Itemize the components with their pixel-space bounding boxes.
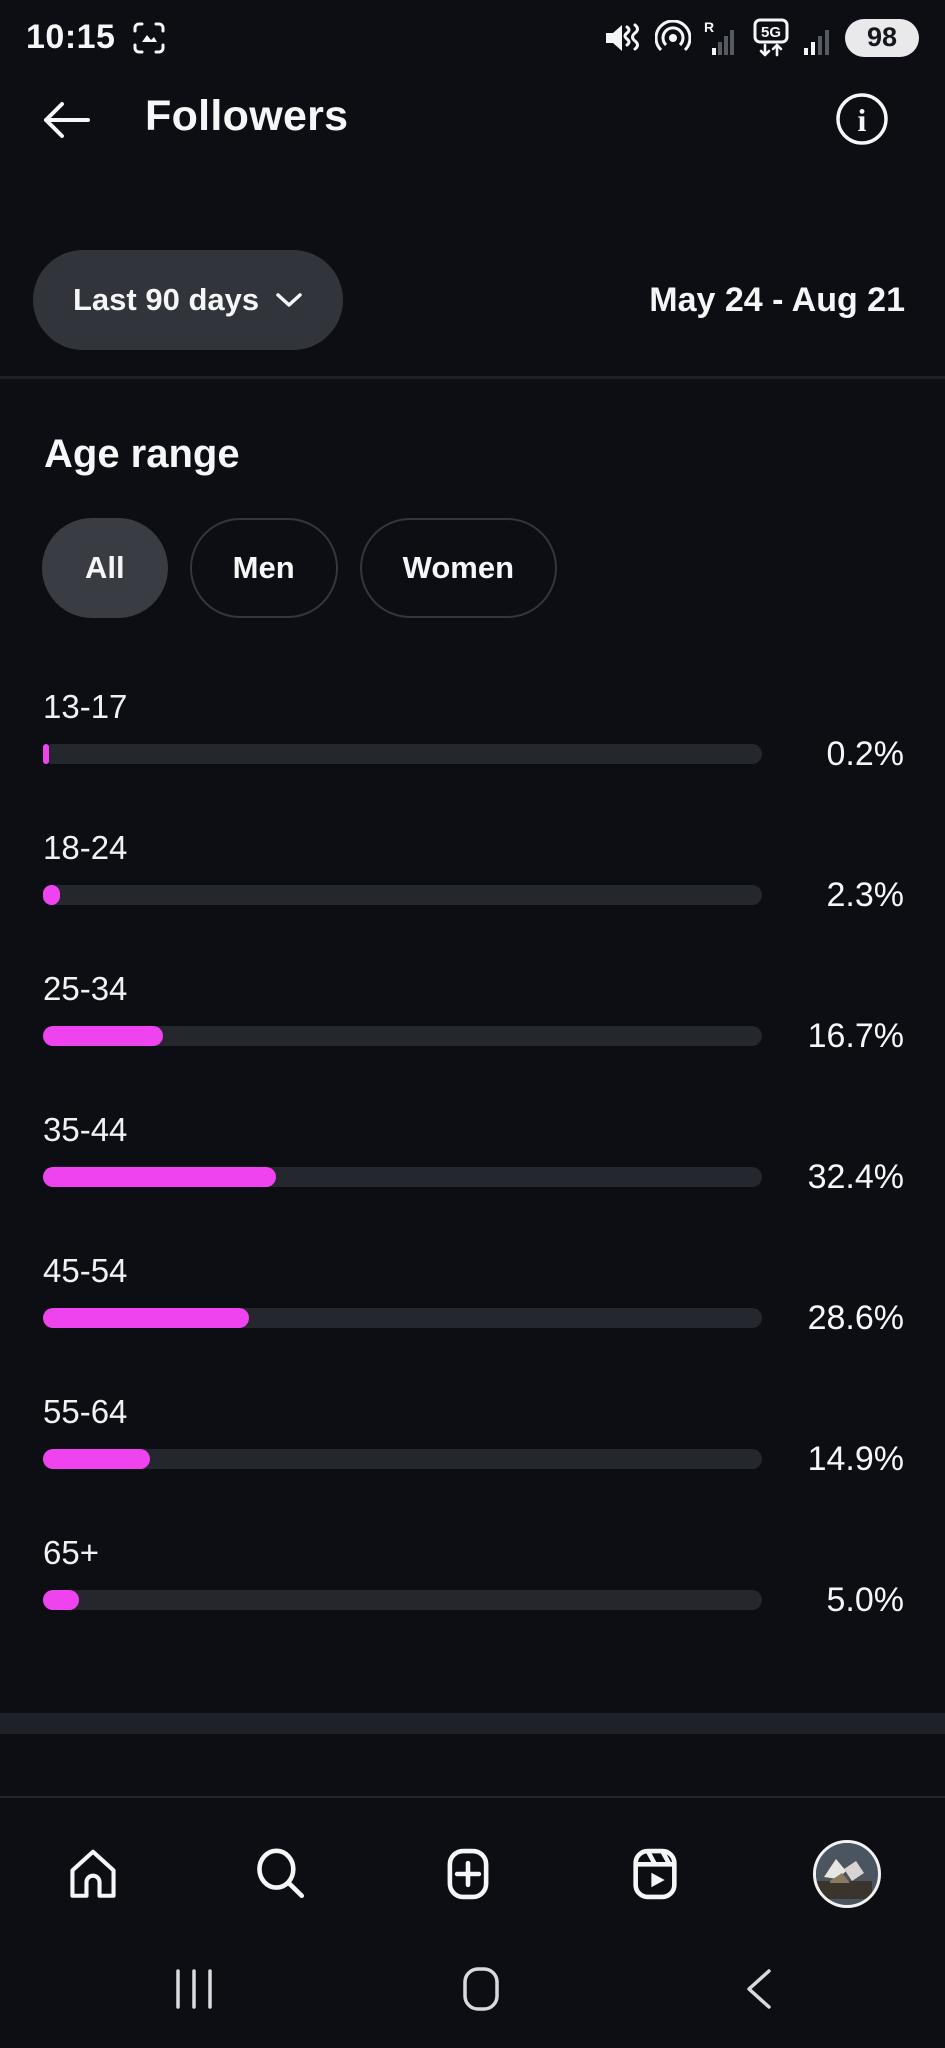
bar-track [43, 885, 762, 905]
reels-icon [626, 1845, 684, 1903]
period-dropdown[interactable]: Last 90 days [33, 250, 344, 350]
percentage-value: 5.0% [826, 1581, 905, 1619]
bar-track [43, 1590, 762, 1610]
nav-recents-button[interactable] [168, 1966, 220, 2012]
chip-women-label: Women [402, 550, 515, 585]
age-range-label: 25-34 [43, 970, 128, 1007]
clock: 10:15 [26, 18, 116, 56]
gender-filter-chips: All Men Women [42, 518, 558, 618]
chip-all-label: All [85, 550, 125, 585]
age-range-chart: 13-17 0.2% 18-24 2.3% 25-34 16.7% 35-44 [43, 678, 904, 1665]
age-range-row: 25-34 16.7% [43, 960, 904, 1101]
percentage-value: 32.4% [807, 1158, 904, 1196]
section-title: Age range [44, 432, 240, 476]
battery-icon: 98 [845, 18, 919, 57]
recents-icon [168, 1966, 220, 2012]
percentage-value: 14.9% [807, 1440, 904, 1478]
status-bar-left: 10:15 [26, 18, 167, 57]
chip-men[interactable]: Men [189, 518, 338, 618]
home-icon [64, 1845, 122, 1903]
page-title: Followers [145, 92, 349, 140]
tab-home[interactable] [64, 1845, 122, 1903]
age-range-row: 18-24 2.3% [43, 819, 904, 960]
age-range-label: 65+ [43, 1534, 99, 1571]
tab-search[interactable] [251, 1845, 309, 1903]
bar-fill [43, 1590, 79, 1610]
percentage-value: 2.3% [826, 876, 905, 914]
back-chevron-icon [741, 1966, 777, 2012]
search-icon [251, 1845, 309, 1903]
5g-data-arrows-icon: 5G [751, 18, 791, 58]
tab-bar [0, 1816, 945, 1932]
status-bar: 10:15 [0, 0, 945, 75]
status-bar-right: R 5G [604, 18, 919, 58]
nav-back-button[interactable] [741, 1966, 777, 2012]
percentage-value: 28.6% [807, 1299, 904, 1337]
svg-text:R: R [704, 20, 714, 35]
tab-bar-divider [0, 1796, 945, 1798]
nav-home-button[interactable] [461, 1966, 501, 2012]
chip-women[interactable]: Women [359, 518, 558, 618]
app-header: Followers i [0, 82, 945, 158]
bar-track [43, 1026, 762, 1046]
percentage-value: 0.2% [826, 735, 905, 773]
bar-fill [43, 1308, 249, 1328]
age-range-label: 35-44 [43, 1111, 128, 1148]
age-range-row: 45-54 28.6% [43, 1242, 904, 1383]
bar-track [43, 1308, 762, 1328]
bar-fill [43, 744, 49, 764]
age-range-row: 35-44 32.4% [43, 1101, 904, 1242]
section-divider [0, 376, 945, 379]
section-separator [0, 1713, 945, 1734]
age-range-row: 65+ 5.0% [43, 1524, 904, 1665]
screen-capture-icon [131, 20, 167, 56]
age-range-label: 18-24 [43, 829, 128, 866]
home-squircle-icon [461, 1966, 501, 2012]
bar-track [43, 1167, 762, 1187]
bar-fill [43, 1167, 276, 1187]
profile-avatar [813, 1840, 881, 1908]
tab-profile[interactable] [813, 1840, 881, 1908]
tab-reels[interactable] [626, 1845, 684, 1903]
age-range-row: 55-64 14.9% [43, 1383, 904, 1524]
period-label: Last 90 days [73, 282, 260, 317]
create-plus-icon [439, 1845, 497, 1903]
vibrate-mute-icon [604, 21, 642, 55]
chevron-down-icon [275, 291, 303, 309]
age-range-row: 13-17 0.2% [43, 678, 904, 819]
info-button[interactable]: i [834, 91, 890, 147]
hotspot-icon [655, 19, 691, 56]
chip-all[interactable]: All [42, 518, 168, 618]
sim1-signal-roaming-icon: R [704, 20, 738, 56]
bar-track [43, 744, 762, 764]
bar-fill [43, 885, 60, 905]
date-range-label: May 24 - Aug 21 [649, 281, 905, 319]
tab-create[interactable] [439, 1845, 497, 1903]
age-range-label: 55-64 [43, 1393, 128, 1430]
svg-text:i: i [858, 102, 867, 138]
sim2-signal-icon [804, 20, 832, 56]
age-range-label: 13-17 [43, 688, 128, 725]
back-button[interactable] [36, 96, 96, 144]
age-range-label: 45-54 [43, 1252, 128, 1289]
bar-fill [43, 1449, 151, 1469]
bar-track [43, 1449, 762, 1469]
android-nav-bar [0, 1944, 945, 2034]
chip-men-label: Men [232, 550, 295, 585]
percentage-value: 16.7% [807, 1017, 904, 1055]
bar-fill [43, 1026, 164, 1046]
svg-text:5G: 5G [761, 24, 781, 41]
